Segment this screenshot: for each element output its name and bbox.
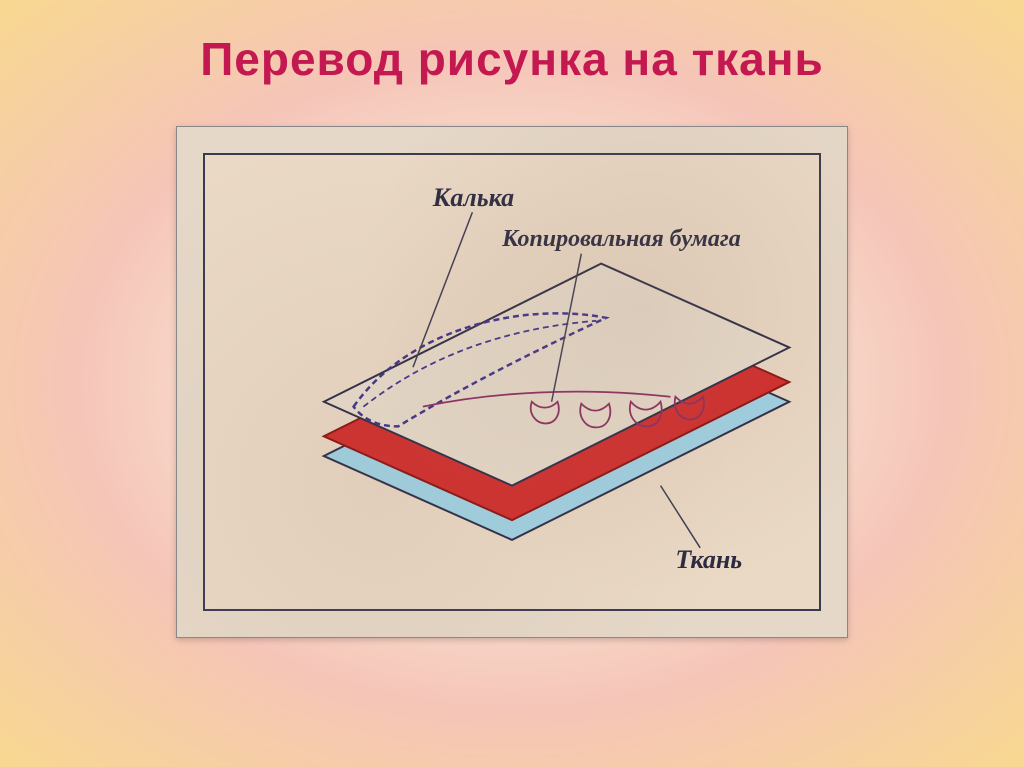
diagram-container: Калька Копировальная бумага Ткань	[176, 126, 848, 638]
diagram-frame: Калька Копировальная бумага Ткань	[203, 153, 821, 611]
leader-bottom	[661, 486, 701, 548]
page-title: Перевод рисунка на ткань	[0, 0, 1024, 86]
layers-svg	[205, 155, 819, 609]
